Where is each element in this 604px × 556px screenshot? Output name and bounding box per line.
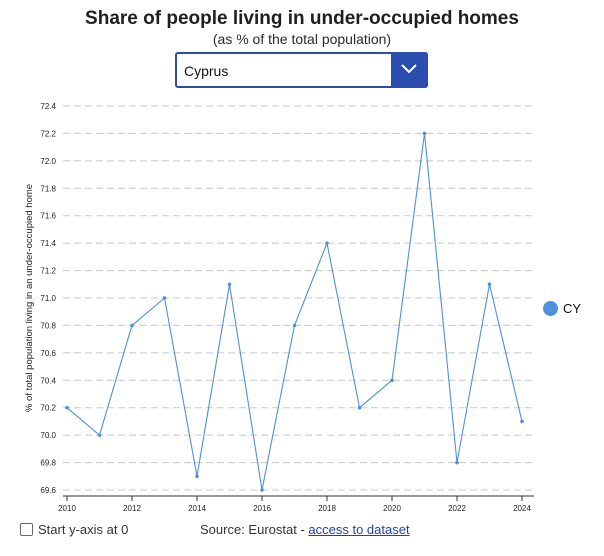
country-select[interactable]: Cyprus	[175, 52, 428, 88]
source-note: Source: Eurostat - access to dataset	[200, 522, 410, 537]
x-tick-label: 2012	[123, 504, 141, 513]
data-point	[65, 405, 69, 410]
chart-subtitle: (as % of the total population)	[212, 31, 392, 47]
legend-label: CY	[563, 300, 582, 316]
data-point	[422, 131, 427, 136]
data-point	[487, 282, 492, 287]
y-tick-label: 69.6	[40, 486, 56, 495]
data-point	[455, 460, 459, 465]
y-tick-label: 71.6	[40, 212, 56, 221]
x-tick-label: 2010	[58, 504, 76, 513]
y-tick-label: 70.0	[40, 431, 56, 440]
data-point	[390, 378, 394, 383]
y-tick-label: 72.0	[40, 157, 56, 166]
data-point	[97, 433, 102, 437]
data-point	[260, 488, 264, 492]
data-point	[292, 323, 297, 328]
y-axis-title: % of total population living in an under…	[24, 184, 35, 412]
source-prefix: Source: Eurostat -	[200, 522, 309, 537]
start-y-at-zero-toggle[interactable]: Start y-axis at 0	[20, 522, 128, 537]
y-tick-label: 71.2	[40, 267, 56, 276]
country-select-value: Cyprus	[184, 63, 229, 79]
y-tick-label: 71.0	[40, 294, 56, 303]
data-point	[162, 296, 167, 300]
y-tick-label: 70.4	[40, 376, 56, 385]
x-tick-label: 2020	[383, 504, 401, 513]
y-tick-label: 70.2	[40, 404, 56, 413]
data-point	[520, 419, 524, 424]
y-tick-label: 71.8	[40, 184, 56, 193]
x-tick-label: 2024	[513, 504, 531, 513]
x-tick-label: 2014	[188, 504, 206, 513]
y-tick-label: 69.8	[40, 459, 56, 468]
grid-lines	[63, 105, 534, 491]
start-y-at-zero-label: Start y-axis at 0	[38, 522, 129, 537]
country-select-button[interactable]	[391, 52, 428, 88]
y-axis-ticks: 69.6 69.8 70.0 70.2 70.4 70.6 70.8 71.0 71.2 71.4…	[40, 102, 56, 495]
start-y-at-zero-checkbox[interactable]	[20, 523, 33, 536]
x-tick-label: 2018	[318, 504, 336, 513]
data-point	[195, 474, 199, 479]
y-tick-label: 71.4	[40, 239, 56, 248]
series-line	[66, 133, 523, 491]
legend-item-cy[interactable]: CY	[543, 299, 581, 317]
x-tick-label: 2016	[253, 504, 271, 513]
y-tick-label: 70.6	[40, 349, 56, 358]
data-point	[130, 323, 134, 328]
data-point	[325, 241, 329, 245]
x-axis-ticks: 2010 2012 2014 2016 2018 2020 2022 2024	[58, 496, 531, 513]
series-cy	[65, 131, 524, 492]
data-point	[227, 282, 232, 287]
legend-marker	[543, 300, 558, 316]
y-tick-label: 72.4	[40, 102, 56, 111]
y-tick-label: 70.8	[40, 321, 56, 330]
chart-title: Share of people living in under-occupied…	[85, 8, 519, 29]
dataset-link[interactable]: access to dataset	[308, 522, 410, 537]
chevron-down-icon	[401, 64, 417, 74]
data-point	[357, 405, 362, 410]
x-tick-label: 2022	[448, 504, 466, 513]
y-tick-label: 72.2	[40, 129, 56, 138]
